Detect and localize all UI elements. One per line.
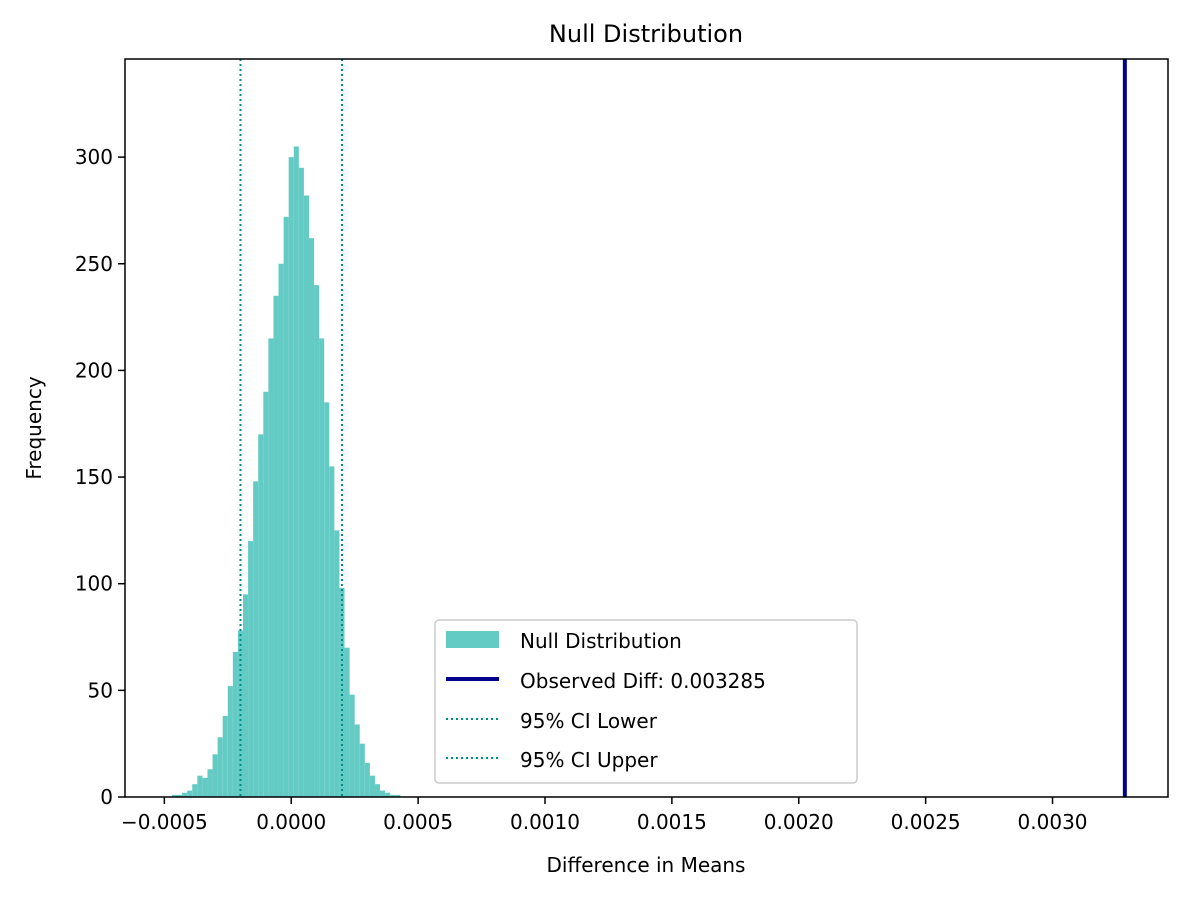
y-tick-label: 250 — [75, 252, 113, 276]
histogram-bar — [288, 157, 294, 797]
histogram-bars — [171, 146, 401, 798]
histogram-bar — [207, 769, 213, 797]
histogram-bar — [187, 790, 193, 797]
legend-label-observed: Observed Diff: 0.003285 — [520, 669, 766, 693]
x-tick-label: 0.0000 — [256, 810, 326, 834]
histogram-bar — [192, 784, 198, 797]
histogram-bar — [344, 647, 350, 797]
histogram-bar — [171, 794, 178, 797]
histogram-bar — [182, 792, 188, 797]
y-axis-label: Frequency — [22, 376, 46, 479]
histogram-bar — [369, 775, 375, 797]
x-axis-ticks: −0.0005 0.0000 0.0005 0.0010 0.0015 0.0020 0.0… — [121, 797, 1088, 834]
histogram-bar — [248, 541, 254, 797]
y-tick-label: 150 — [75, 465, 113, 489]
histogram-bar — [324, 402, 330, 797]
histogram-bar — [354, 724, 360, 797]
histogram-bar — [177, 794, 183, 797]
histogram-bar — [339, 587, 345, 797]
histogram-bar — [237, 630, 244, 797]
x-tick-label: 0.0025 — [891, 810, 961, 834]
histogram-bar — [308, 238, 315, 798]
histogram-bar — [298, 167, 304, 798]
histogram-bar — [202, 777, 208, 797]
y-tick-label: 100 — [75, 572, 113, 596]
chart-title: Null Distribution — [549, 20, 743, 48]
y-tick-label: 200 — [75, 358, 113, 382]
legend: Null Distribution Observed Diff: 0.00328… — [434, 619, 858, 784]
histogram-bar — [319, 338, 325, 797]
legend-label-ci-upper: 95% CI Upper — [520, 748, 658, 772]
histogram-bar — [197, 775, 203, 797]
y-axis-ticks: 0 50 100 150 200 250 300 — [75, 145, 125, 809]
histogram-bar — [303, 195, 309, 797]
histogram-bar — [273, 295, 279, 797]
histogram-bar — [395, 794, 401, 797]
legend-label-null: Null Distribution — [520, 629, 682, 653]
x-tick-label: 0.0030 — [1018, 810, 1088, 834]
reference-lines — [239, 59, 1127, 797]
histogram-bar — [349, 694, 355, 797]
histogram-bar — [212, 754, 218, 797]
x-tick-label: 0.0010 — [510, 810, 580, 834]
histogram-bar — [243, 594, 249, 797]
histogram-bar — [329, 466, 335, 797]
x-tick-label: −0.0005 — [121, 810, 208, 834]
plot-frame — [124, 58, 1169, 798]
histogram-bar — [380, 790, 386, 797]
histogram-bar — [314, 285, 320, 797]
legend-label-ci-lower: 95% CI Lower — [520, 709, 658, 733]
histogram-bar — [334, 530, 340, 797]
histogram-bar — [390, 794, 396, 797]
x-tick-label: 0.0005 — [383, 810, 453, 834]
histogram-bar — [268, 338, 274, 797]
histogram-bar — [385, 792, 391, 797]
legend-swatch-null — [446, 631, 499, 648]
histogram-bar — [374, 784, 381, 797]
x-tick-label: 0.0015 — [637, 810, 707, 834]
histogram-bar — [232, 651, 238, 797]
histogram-bar — [278, 263, 284, 797]
legend-box — [434, 619, 858, 784]
histogram-bar — [293, 146, 299, 797]
histogram-bar — [217, 737, 223, 797]
histogram-bar — [222, 715, 228, 797]
histogram-bar — [263, 391, 269, 797]
histogram-bar — [253, 481, 259, 797]
histogram-bar — [359, 743, 365, 797]
x-axis-label: Difference in Means — [547, 853, 746, 877]
histogram-bar — [364, 762, 370, 797]
y-tick-label: 0 — [100, 785, 113, 809]
histogram-bar — [283, 216, 289, 798]
x-tick-label: 0.0020 — [764, 810, 834, 834]
histogram-bar — [227, 686, 233, 797]
histogram-bar — [258, 434, 264, 797]
y-tick-label: 300 — [75, 145, 113, 169]
y-tick-label: 50 — [88, 678, 113, 702]
